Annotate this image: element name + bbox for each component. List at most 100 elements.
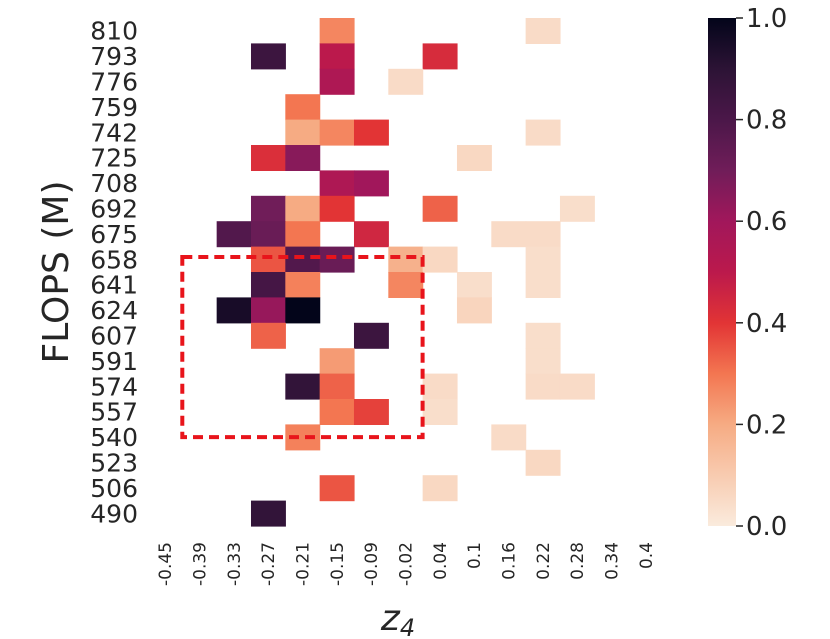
y-tick-label: 591	[90, 347, 138, 376]
heatmap-cell	[285, 246, 321, 273]
heatmap-cell	[525, 322, 561, 349]
y-tick-label: 624	[90, 296, 138, 325]
x-tick-label: 0.34	[603, 542, 623, 580]
heatmap-cell	[525, 449, 561, 476]
y-tick-label: 540	[90, 423, 138, 452]
heatmap-cell	[319, 119, 355, 146]
y-tick-label: 490	[90, 499, 138, 528]
x-tick-label: -0.33	[225, 542, 245, 586]
y-tick-label: 641	[90, 271, 138, 300]
y-tick-label: 692	[90, 195, 138, 224]
x-tick-label: 0.4	[637, 542, 657, 569]
y-tick-label: 658	[90, 245, 138, 274]
heatmap-cell	[319, 18, 355, 44]
colorbar-tick-label: 0.4	[746, 309, 787, 339]
heatmap-cell	[525, 272, 561, 298]
heatmap-cell	[250, 322, 286, 349]
heatmap-cell	[250, 145, 286, 171]
heatmap-cell	[456, 272, 492, 298]
heatmap-cell	[525, 348, 561, 375]
heatmap-cell	[250, 297, 286, 324]
heatmap-cell	[422, 399, 458, 425]
heatmap-cell	[456, 145, 492, 171]
heatmap-cell	[525, 18, 561, 44]
heatmap-cell	[319, 475, 355, 502]
heatmap-cell	[353, 119, 389, 146]
highlight-box	[180, 255, 425, 440]
heatmap-cell	[285, 145, 321, 171]
y-tick-label: 725	[90, 144, 138, 173]
y-tick-labels: 8107937767597427257086926756586416246075…	[90, 17, 138, 529]
heatmap-cell	[422, 475, 458, 502]
y-tick-label: 776	[90, 68, 138, 97]
heatmap-cell	[525, 373, 561, 400]
y-tick-label: 742	[90, 118, 138, 147]
heatmap-cell	[422, 373, 458, 400]
heatmap-cell	[319, 170, 355, 197]
heatmap-cell	[216, 221, 252, 248]
heatmap-cell	[319, 43, 355, 70]
heatmap-cell	[319, 195, 355, 222]
y-tick-label: 810	[90, 17, 138, 46]
y-axis-label: FLOPS (M)	[36, 181, 77, 364]
x-tick-label: 0.1	[465, 542, 485, 569]
heatmap-cell	[319, 348, 355, 375]
heatmap-cell	[388, 246, 424, 273]
heatmap-cell	[559, 195, 595, 222]
heatmap-cell	[250, 246, 286, 273]
x-axis-label-base: z	[380, 598, 401, 639]
heatmap-cell	[319, 246, 355, 273]
x-tick-label: 0.22	[534, 542, 554, 580]
y-tick-label: 574	[90, 372, 138, 401]
heatmap-cell	[422, 246, 458, 273]
heatmap-cell	[353, 170, 389, 197]
y-tick-label: 557	[90, 398, 138, 427]
x-tick-labels: -0.45 -0.39 -0.33 -0.27 -0.21 -0.15 -0.09 -0.02…	[156, 542, 657, 586]
heatmap-cell	[353, 221, 389, 248]
heatmap-cell	[422, 43, 458, 70]
heatmap-cell	[285, 94, 321, 121]
heatmap-cell	[388, 68, 424, 95]
heatmap-cell	[319, 68, 355, 95]
colorbar-tick-label: 0.8	[746, 106, 787, 136]
heatmap-cell	[491, 424, 527, 451]
colorbar-tick-label: 1.0	[746, 4, 787, 34]
y-tick-label: 607	[90, 322, 138, 351]
x-tick-label: -0.02	[397, 542, 417, 586]
heatmap-cell	[319, 373, 355, 400]
heatmap-cell	[559, 373, 595, 400]
y-tick-label: 759	[90, 93, 138, 122]
heatmap-cell	[285, 221, 321, 248]
colorbar-tick-label: 0.6	[746, 207, 787, 237]
y-tick-label: 523	[90, 449, 138, 478]
heatmap-cell	[525, 119, 561, 146]
heatmap-cell	[250, 43, 286, 70]
x-tick-label: 0.28	[568, 542, 588, 580]
x-tick-label: -0.21	[294, 542, 314, 586]
heatmap-cell	[250, 272, 286, 298]
heatmap-cell	[353, 399, 389, 425]
colorbar-ticks: 1.0 0.8 0.6 0.4 0.2 0.0	[736, 4, 787, 542]
heatmap-cell	[285, 373, 321, 400]
heatmap-cell	[250, 195, 286, 222]
heatmap-cell	[250, 221, 286, 248]
heatmap-cell	[525, 246, 561, 273]
y-tick-label: 675	[90, 220, 138, 249]
heatmap-cell	[285, 297, 321, 324]
heatmap-cell	[525, 221, 561, 248]
heatmap-cell	[388, 272, 424, 298]
heatmap-cell	[216, 297, 252, 324]
x-tick-label: 0.16	[500, 542, 520, 580]
heatmap-cell	[285, 195, 321, 222]
heatmap-cell	[285, 119, 321, 146]
x-axis-label: z4	[380, 598, 415, 639]
x-axis-label-subscript: 4	[400, 614, 415, 639]
heatmap-cell	[250, 500, 286, 527]
heatmap-cell	[491, 221, 527, 248]
heatmap-cell	[456, 297, 492, 324]
x-tick-label: 0.04	[431, 542, 451, 580]
x-tick-label: -0.45	[156, 542, 176, 586]
x-tick-label: -0.39	[191, 542, 211, 586]
heatmap-cell	[285, 272, 321, 298]
